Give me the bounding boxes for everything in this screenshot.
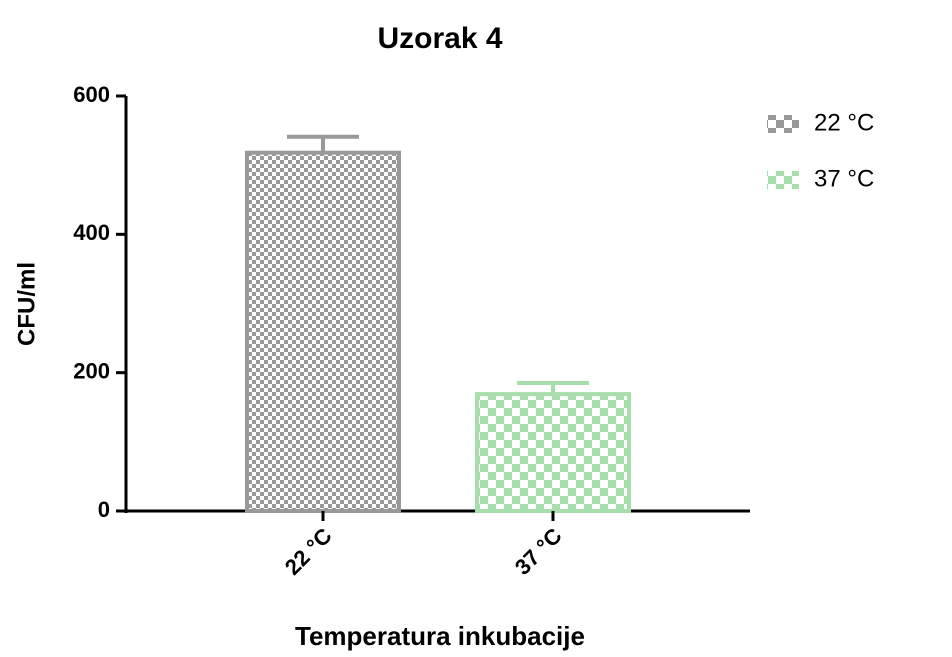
bar xyxy=(475,392,631,514)
legend-swatch xyxy=(767,171,799,189)
x-axis-label: Temperatura inkubacije xyxy=(295,621,585,651)
legend-swatch xyxy=(767,115,799,133)
legend-label: 22 °C xyxy=(814,109,874,136)
x-tick-label: 37 °C xyxy=(510,523,567,580)
bar xyxy=(245,150,401,513)
legend-label: 37 °C xyxy=(814,165,874,192)
y-tick-label: 200 xyxy=(73,358,110,383)
y-tick-label: 0 xyxy=(98,497,110,522)
x-tick-label: 22 °C xyxy=(280,523,337,580)
y-axis-label: CFU/ml xyxy=(13,262,40,346)
y-tick-label: 600 xyxy=(73,82,110,107)
chart-title: Uzorak 4 xyxy=(377,22,502,55)
y-tick-label: 400 xyxy=(73,220,110,245)
